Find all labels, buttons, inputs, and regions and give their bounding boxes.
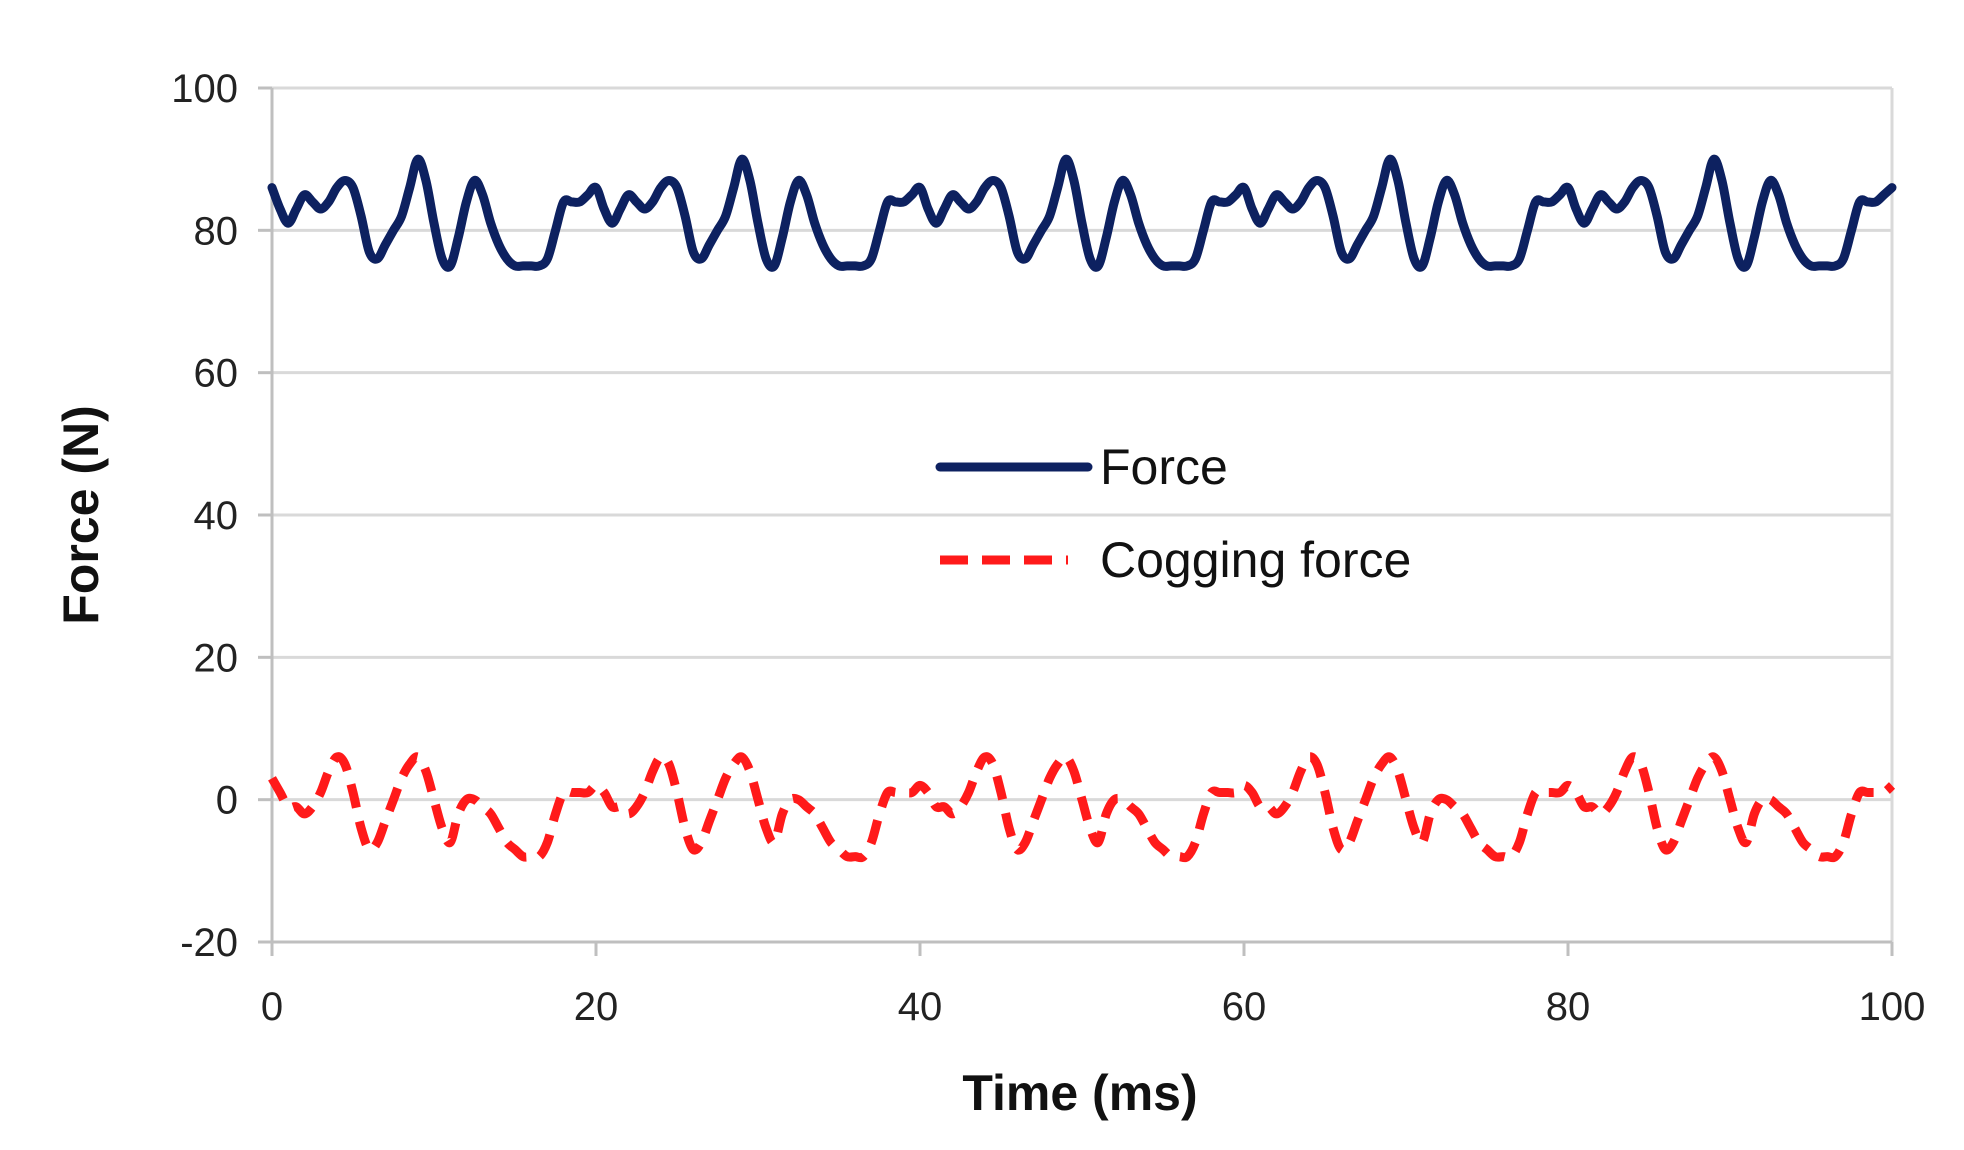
legend-label-force: Force <box>1100 439 1228 495</box>
series-line-force <box>267 154 1897 272</box>
y-tick-label: 80 <box>194 209 239 253</box>
x-tick-label: 20 <box>574 985 619 1029</box>
tick-labels: -20 0 20 40 60 80 100 0 20 40 60 80 100 <box>171 67 1925 1029</box>
y-tick-label: -20 <box>180 921 238 965</box>
axes <box>258 86 1894 956</box>
x-tick-label: 60 <box>1222 985 1267 1029</box>
y-tick-label: 60 <box>194 352 239 396</box>
y-tick-label: 0 <box>216 779 238 823</box>
y-tick-label: 40 <box>194 494 239 538</box>
y-axis-title: Force (N) <box>53 405 109 624</box>
x-tick-label: 40 <box>898 985 943 1029</box>
series-lines <box>267 154 1897 863</box>
x-tick-label: 80 <box>1546 985 1591 1029</box>
legend: Force Cogging force <box>935 439 1411 588</box>
series-line-cogging-force <box>268 752 1896 863</box>
x-tick-label: 0 <box>261 985 283 1029</box>
x-tick-label: 100 <box>1859 985 1926 1029</box>
x-axis-title: Time (ms) <box>962 1065 1197 1121</box>
legend-label-cogging-force: Cogging force <box>1100 532 1411 588</box>
y-tick-label: 100 <box>171 67 238 111</box>
y-tick-label: 20 <box>194 636 239 680</box>
